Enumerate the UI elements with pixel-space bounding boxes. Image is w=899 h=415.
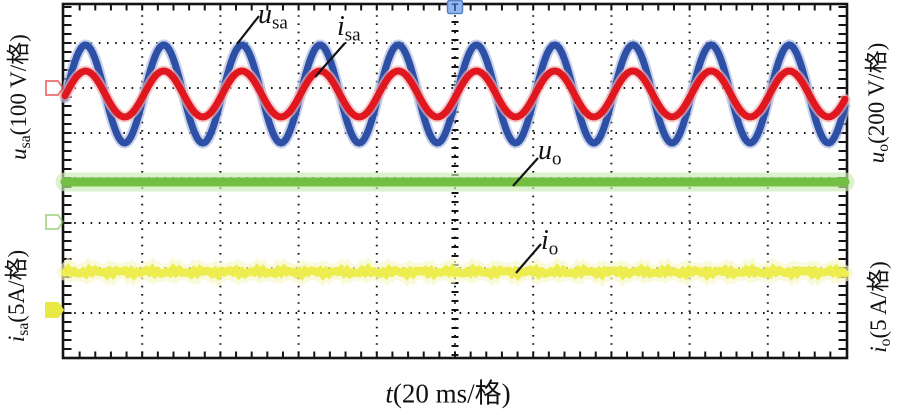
callout-sub: o (552, 148, 562, 170)
trace-i_o (57, 256, 853, 288)
axis-unit: (200 V/格) (863, 42, 889, 144)
callout-label-isa: isa (337, 11, 361, 46)
callout-sub: sa (344, 24, 361, 46)
ground-marker-1 (45, 214, 65, 231)
ground-marker-0 (45, 80, 65, 96)
axis-sub: sa (15, 322, 33, 336)
callout-var: i (541, 225, 549, 256)
callout-var: u (258, 0, 272, 30)
callout-label-uo: uo (538, 135, 562, 170)
axis-var: i (3, 335, 29, 343)
axis-unit: (5A/格) (3, 249, 29, 323)
x-axis-label-time: t(20 ms/格) (385, 372, 510, 411)
trigger-marker: T (446, 0, 464, 15)
callout-var: i (337, 11, 345, 42)
axis-var: u (863, 151, 889, 164)
callout-pointer-isa (314, 42, 346, 78)
callout-label-usa: usa (258, 0, 288, 34)
trace-i_sa (59, 65, 851, 123)
axis-sub: o (875, 143, 893, 152)
callout-label-io: io (541, 225, 559, 260)
axis-var: u (5, 148, 31, 160)
right-axis-label-uo: uo(200 V/格) (857, 43, 893, 163)
callout-var: u (538, 135, 552, 166)
axis-unit: (100 V/格) (5, 34, 31, 136)
trigger-marker-label: T (452, 2, 459, 14)
callout-pointer-uo (512, 157, 539, 187)
axis-sub: o (877, 338, 895, 347)
callout-pointer-usa (236, 15, 260, 45)
axis-unit: (20 ms/格) (392, 378, 511, 409)
callout-pointer-io (515, 243, 542, 274)
callout-sub: o (548, 238, 559, 260)
axis-unit: (5 A/格) (865, 261, 891, 339)
trace-i_o-line (61, 262, 849, 282)
trace-i_sa-line (61, 67, 849, 121)
left-axis-label-usa: usa(100 V/格) (0, 34, 35, 160)
callout-sub: sa (272, 12, 288, 34)
left-axis-label-isa: isa(5A/格) (0, 250, 33, 342)
axis-var: i (865, 346, 891, 353)
right-axis-label-io: io(5 A/格) (859, 261, 895, 353)
axis-var: t (385, 378, 393, 409)
axis-sub: sa (17, 135, 35, 149)
ground-marker-2 (45, 301, 65, 318)
